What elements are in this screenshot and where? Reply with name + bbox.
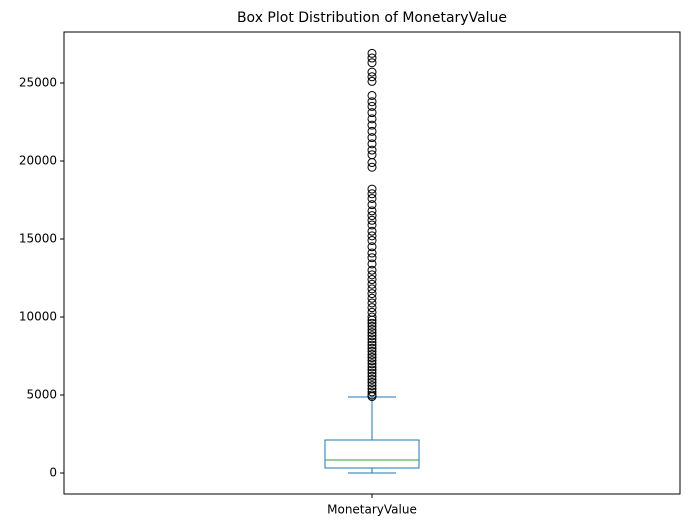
outlier [367, 48, 377, 58]
outlier [367, 374, 377, 384]
outlier [367, 162, 377, 172]
outlier [367, 53, 377, 63]
outlier [367, 321, 377, 331]
outlier [367, 242, 377, 252]
outlier [367, 343, 377, 353]
outlier [367, 200, 377, 210]
outlier [367, 126, 377, 136]
outlier [367, 231, 377, 241]
outlier [367, 114, 377, 124]
outlier [367, 101, 377, 111]
outlier [367, 371, 377, 381]
outlier [367, 67, 377, 77]
outlier [367, 72, 377, 82]
outlier [367, 387, 377, 397]
x-tick-label: MonetaryValue [327, 503, 417, 517]
outlier [367, 337, 377, 347]
outlier [367, 356, 377, 366]
outlier [367, 248, 377, 258]
outlier [367, 334, 377, 344]
outlier [367, 346, 377, 356]
outlier [367, 150, 377, 160]
y-tick-label: 0 [49, 466, 57, 480]
y-tick-label: 10000 [19, 310, 57, 324]
outlier [367, 90, 377, 100]
outlier [367, 324, 377, 334]
outlier [367, 58, 377, 68]
outlier [367, 189, 377, 199]
outlier [367, 206, 377, 216]
outlier [367, 340, 377, 350]
y-tick-label: 20000 [19, 153, 57, 167]
outlier [367, 211, 377, 221]
outlier [367, 318, 377, 328]
box [324, 439, 420, 469]
outlier [367, 139, 377, 149]
outlier [367, 108, 377, 118]
outlier [367, 289, 377, 299]
outlier [367, 392, 377, 402]
outlier [367, 236, 377, 246]
outlier [367, 378, 377, 388]
outlier [367, 328, 377, 338]
outlier [367, 184, 377, 194]
outlier [367, 312, 377, 322]
outlier [367, 158, 377, 168]
y-tick-label: 25000 [19, 75, 57, 89]
outlier [367, 279, 377, 289]
outlier [367, 145, 377, 155]
outlier [367, 368, 377, 378]
outlier [367, 315, 377, 325]
outlier [367, 226, 377, 236]
outlier [367, 259, 377, 269]
outlier [367, 293, 377, 303]
outlier [367, 76, 377, 86]
outlier [367, 275, 377, 285]
outlier [367, 97, 377, 107]
outlier [367, 303, 377, 313]
outlier [367, 365, 377, 375]
outlier [367, 215, 377, 225]
outlier [367, 193, 377, 203]
outlier [367, 270, 377, 280]
chart-title: Box Plot Distribution of MonetaryValue [237, 10, 507, 26]
outlier [367, 353, 377, 363]
outlier [367, 331, 377, 341]
outlier [367, 265, 377, 275]
outlier [367, 349, 377, 359]
outlier [367, 362, 377, 372]
outlier [367, 298, 377, 308]
outlier [367, 120, 377, 130]
outlier [367, 253, 377, 263]
outlier [367, 381, 377, 391]
outlier [367, 284, 377, 294]
outlier [367, 133, 377, 143]
y-tick-label: 5000 [26, 388, 57, 402]
outlier [367, 359, 377, 369]
outlier [367, 307, 377, 317]
outlier [367, 220, 377, 230]
y-tick-label: 15000 [19, 231, 57, 245]
